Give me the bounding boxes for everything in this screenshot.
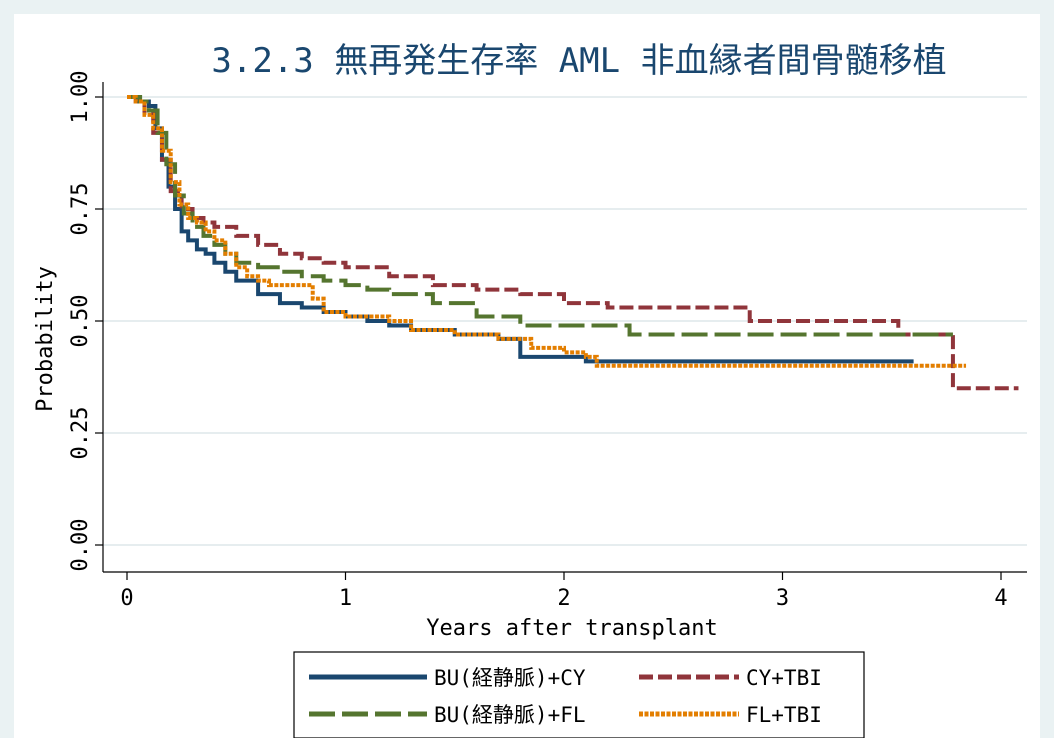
y-axis-label: Probability <box>33 266 58 412</box>
x-tick-label-0: 0 <box>120 586 133 611</box>
y-tick-label-4: 1.00 <box>68 71 93 124</box>
legend-label-0: BU(経静脈)+CY <box>434 666 586 690</box>
legend-label-2: BU(経静脈)+FL <box>434 703 586 727</box>
x-tick-label-1: 1 <box>339 586 352 611</box>
y-tick-label-3: 0.75 <box>68 183 93 236</box>
legend-label-3: FL+TBI <box>746 703 822 727</box>
x-tick-label-3: 3 <box>776 586 789 611</box>
x-tick-label-2: 2 <box>557 586 570 611</box>
series-line-1 <box>127 95 1019 391</box>
legend-items: BU(経静脈)+CY CY+TBI BU(経静脈)+FL FL+TBI <box>309 666 822 727</box>
series-line-3 <box>127 95 967 368</box>
legend-box <box>293 651 865 738</box>
x-tick-label-4: 4 <box>994 586 1007 611</box>
y-tick-label-1: 0.25 <box>68 407 93 460</box>
series-layer <box>127 95 1019 391</box>
legend-label-1: CY+TBI <box>746 666 822 690</box>
km-chart: 3.2.3 無再発生存率 AML 非血縁者間骨髄移植 0.000.250.500… <box>33 41 1027 738</box>
chart-title: 3.2.3 無再発生存率 AML 非血縁者間骨髄移植 <box>211 41 946 81</box>
legend: BU(経静脈)+CY CY+TBI BU(経静脈)+FL FL+TBI <box>293 651 865 738</box>
chart-panel: 3.2.3 無再発生存率 AML 非血縁者間骨髄移植 0.00 0.25 0.50 0… <box>14 14 1040 738</box>
y-tick-label-0: 0.00 <box>68 519 93 572</box>
x-axis-label: Years after transplant <box>426 616 717 641</box>
grid-layer <box>103 96 1027 546</box>
axes-layer: 0.00 0.25 0.50 0.75 1.00 0 1 2 3 4 <box>68 71 1027 611</box>
series-line-2 <box>127 95 953 337</box>
y-tick-label-2: 0.50 <box>68 295 93 348</box>
